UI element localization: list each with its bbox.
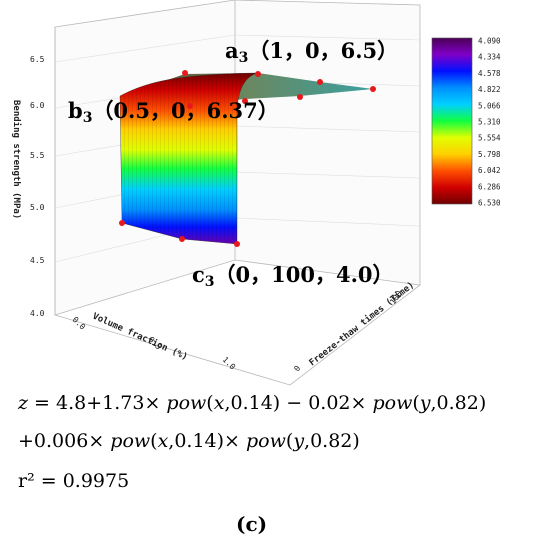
x-axis: 0.0 0.5 1.0 Volume fraction (%) bbox=[71, 311, 238, 372]
y-axis-label: Freeze-thaw times (Time) bbox=[307, 280, 416, 369]
y-tick-label: 0 bbox=[292, 364, 302, 373]
z-tick-label: 6.5 bbox=[30, 55, 45, 64]
annotation-c3: c3（0，100，4.0） bbox=[192, 262, 394, 290]
annotation-coords: （1，0，6.5） bbox=[248, 38, 398, 63]
z-tick-label: 5.0 bbox=[30, 203, 45, 212]
data-point bbox=[119, 220, 125, 226]
colorbar: 4.090 4.334 4.578 4.822 5.066 5.310 5.554 5.798… bbox=[431, 37, 501, 208]
x-tick-label: 0.0 bbox=[71, 315, 88, 332]
eq-term: pow bbox=[166, 392, 207, 414]
annotation-b3: b3（0.5，0，6.37） bbox=[68, 98, 279, 126]
colorbar-tick-label: 6.042 bbox=[478, 166, 501, 175]
annotation-subscript: 3 bbox=[83, 110, 93, 126]
eq-term: y bbox=[293, 430, 305, 452]
z-tick-label: 4.0 bbox=[30, 309, 45, 318]
eq-term: +0.006× bbox=[18, 430, 111, 452]
z-tick-label: 4.5 bbox=[30, 256, 45, 265]
colorbar-tick-label: 6.530 bbox=[478, 199, 501, 208]
z-tick-label: 6.0 bbox=[30, 101, 45, 110]
data-point bbox=[182, 70, 188, 76]
eq-term: pow bbox=[110, 430, 151, 452]
eq-term: = 4.8+1.73× bbox=[28, 392, 167, 414]
x-tick-label: 1.0 bbox=[221, 355, 238, 372]
eq-term: ,0.82) bbox=[430, 392, 487, 414]
surface-plot: 6.5 6.0 5.5 5.0 4.5 4.0 Bending strength… bbox=[11, 0, 501, 386]
annotation-point: c bbox=[192, 262, 205, 287]
data-point bbox=[317, 79, 323, 85]
eq-term: ( bbox=[412, 392, 420, 414]
eq-term: ,0.82) bbox=[304, 430, 360, 452]
colorbar-scale bbox=[431, 37, 473, 205]
data-point bbox=[297, 94, 303, 100]
eq-term: pow bbox=[372, 392, 413, 414]
colorbar-tick-label: 5.310 bbox=[478, 118, 501, 127]
colorbar-tick-label: 4.822 bbox=[478, 85, 501, 94]
annotation-subscript: 3 bbox=[239, 50, 249, 66]
z-tick-label: 5.5 bbox=[30, 151, 45, 160]
annotation-coords: （0.5，0，6.37） bbox=[92, 98, 278, 123]
data-point bbox=[187, 103, 193, 109]
eq-term: ,0.14)× bbox=[168, 430, 247, 452]
eq-term: ( bbox=[285, 430, 294, 452]
annotation-coords: （0，100，4.0） bbox=[215, 262, 394, 287]
annotation-a3: a3（1，0，6.5） bbox=[225, 38, 398, 66]
z-axis: 6.5 6.0 5.5 5.0 4.5 4.0 Bending strength… bbox=[11, 55, 45, 318]
data-point bbox=[370, 86, 376, 92]
x-axis-label: Volume fraction (%) bbox=[91, 311, 190, 363]
equation-line-2: +0.006× pow(x,0.14)× pow(y,0.82) bbox=[18, 430, 360, 452]
eq-term: y bbox=[419, 392, 431, 414]
data-point bbox=[234, 241, 240, 247]
eq-term: x bbox=[157, 430, 169, 452]
eq-term: pow bbox=[246, 430, 286, 452]
panel-label: (c) bbox=[236, 512, 268, 536]
data-markers bbox=[119, 70, 376, 247]
colorbar-tick-label: 4.578 bbox=[478, 69, 501, 78]
annotation-subscript: 3 bbox=[205, 274, 215, 290]
data-point bbox=[242, 98, 248, 104]
colorbar-tick-label: 4.090 bbox=[478, 37, 501, 46]
r-squared: r² = 0.9975 bbox=[18, 470, 130, 492]
eq-term: ,0.14) − 0.02× bbox=[224, 392, 373, 414]
colorbar-tick-label: 5.554 bbox=[478, 134, 501, 143]
eq-term: z bbox=[18, 392, 29, 414]
equation-line-1: z = 4.8+1.73× pow(x,0.14) − 0.02× pow(y,… bbox=[18, 392, 486, 414]
annotation-point: a bbox=[225, 38, 239, 63]
eq-term: x bbox=[213, 392, 225, 414]
annotation-point: b bbox=[68, 98, 83, 123]
data-point bbox=[255, 71, 261, 77]
colorbar-tick-label: 4.334 bbox=[478, 53, 501, 62]
colorbar-tick-label: 5.798 bbox=[478, 150, 501, 159]
colorbar-tick-label: 5.066 bbox=[478, 101, 501, 110]
eq-term: ( bbox=[150, 430, 158, 452]
z-axis-label: Bending strength (MPa) bbox=[11, 100, 22, 219]
colorbar-tick-label: 6.286 bbox=[478, 182, 501, 191]
data-point bbox=[179, 236, 185, 242]
eq-term: ( bbox=[206, 392, 214, 414]
axis-box bbox=[54, 0, 421, 386]
surface-mesh bbox=[120, 73, 258, 244]
y-axis: 0 100 Freeze-thaw times (Time) bbox=[292, 280, 416, 374]
